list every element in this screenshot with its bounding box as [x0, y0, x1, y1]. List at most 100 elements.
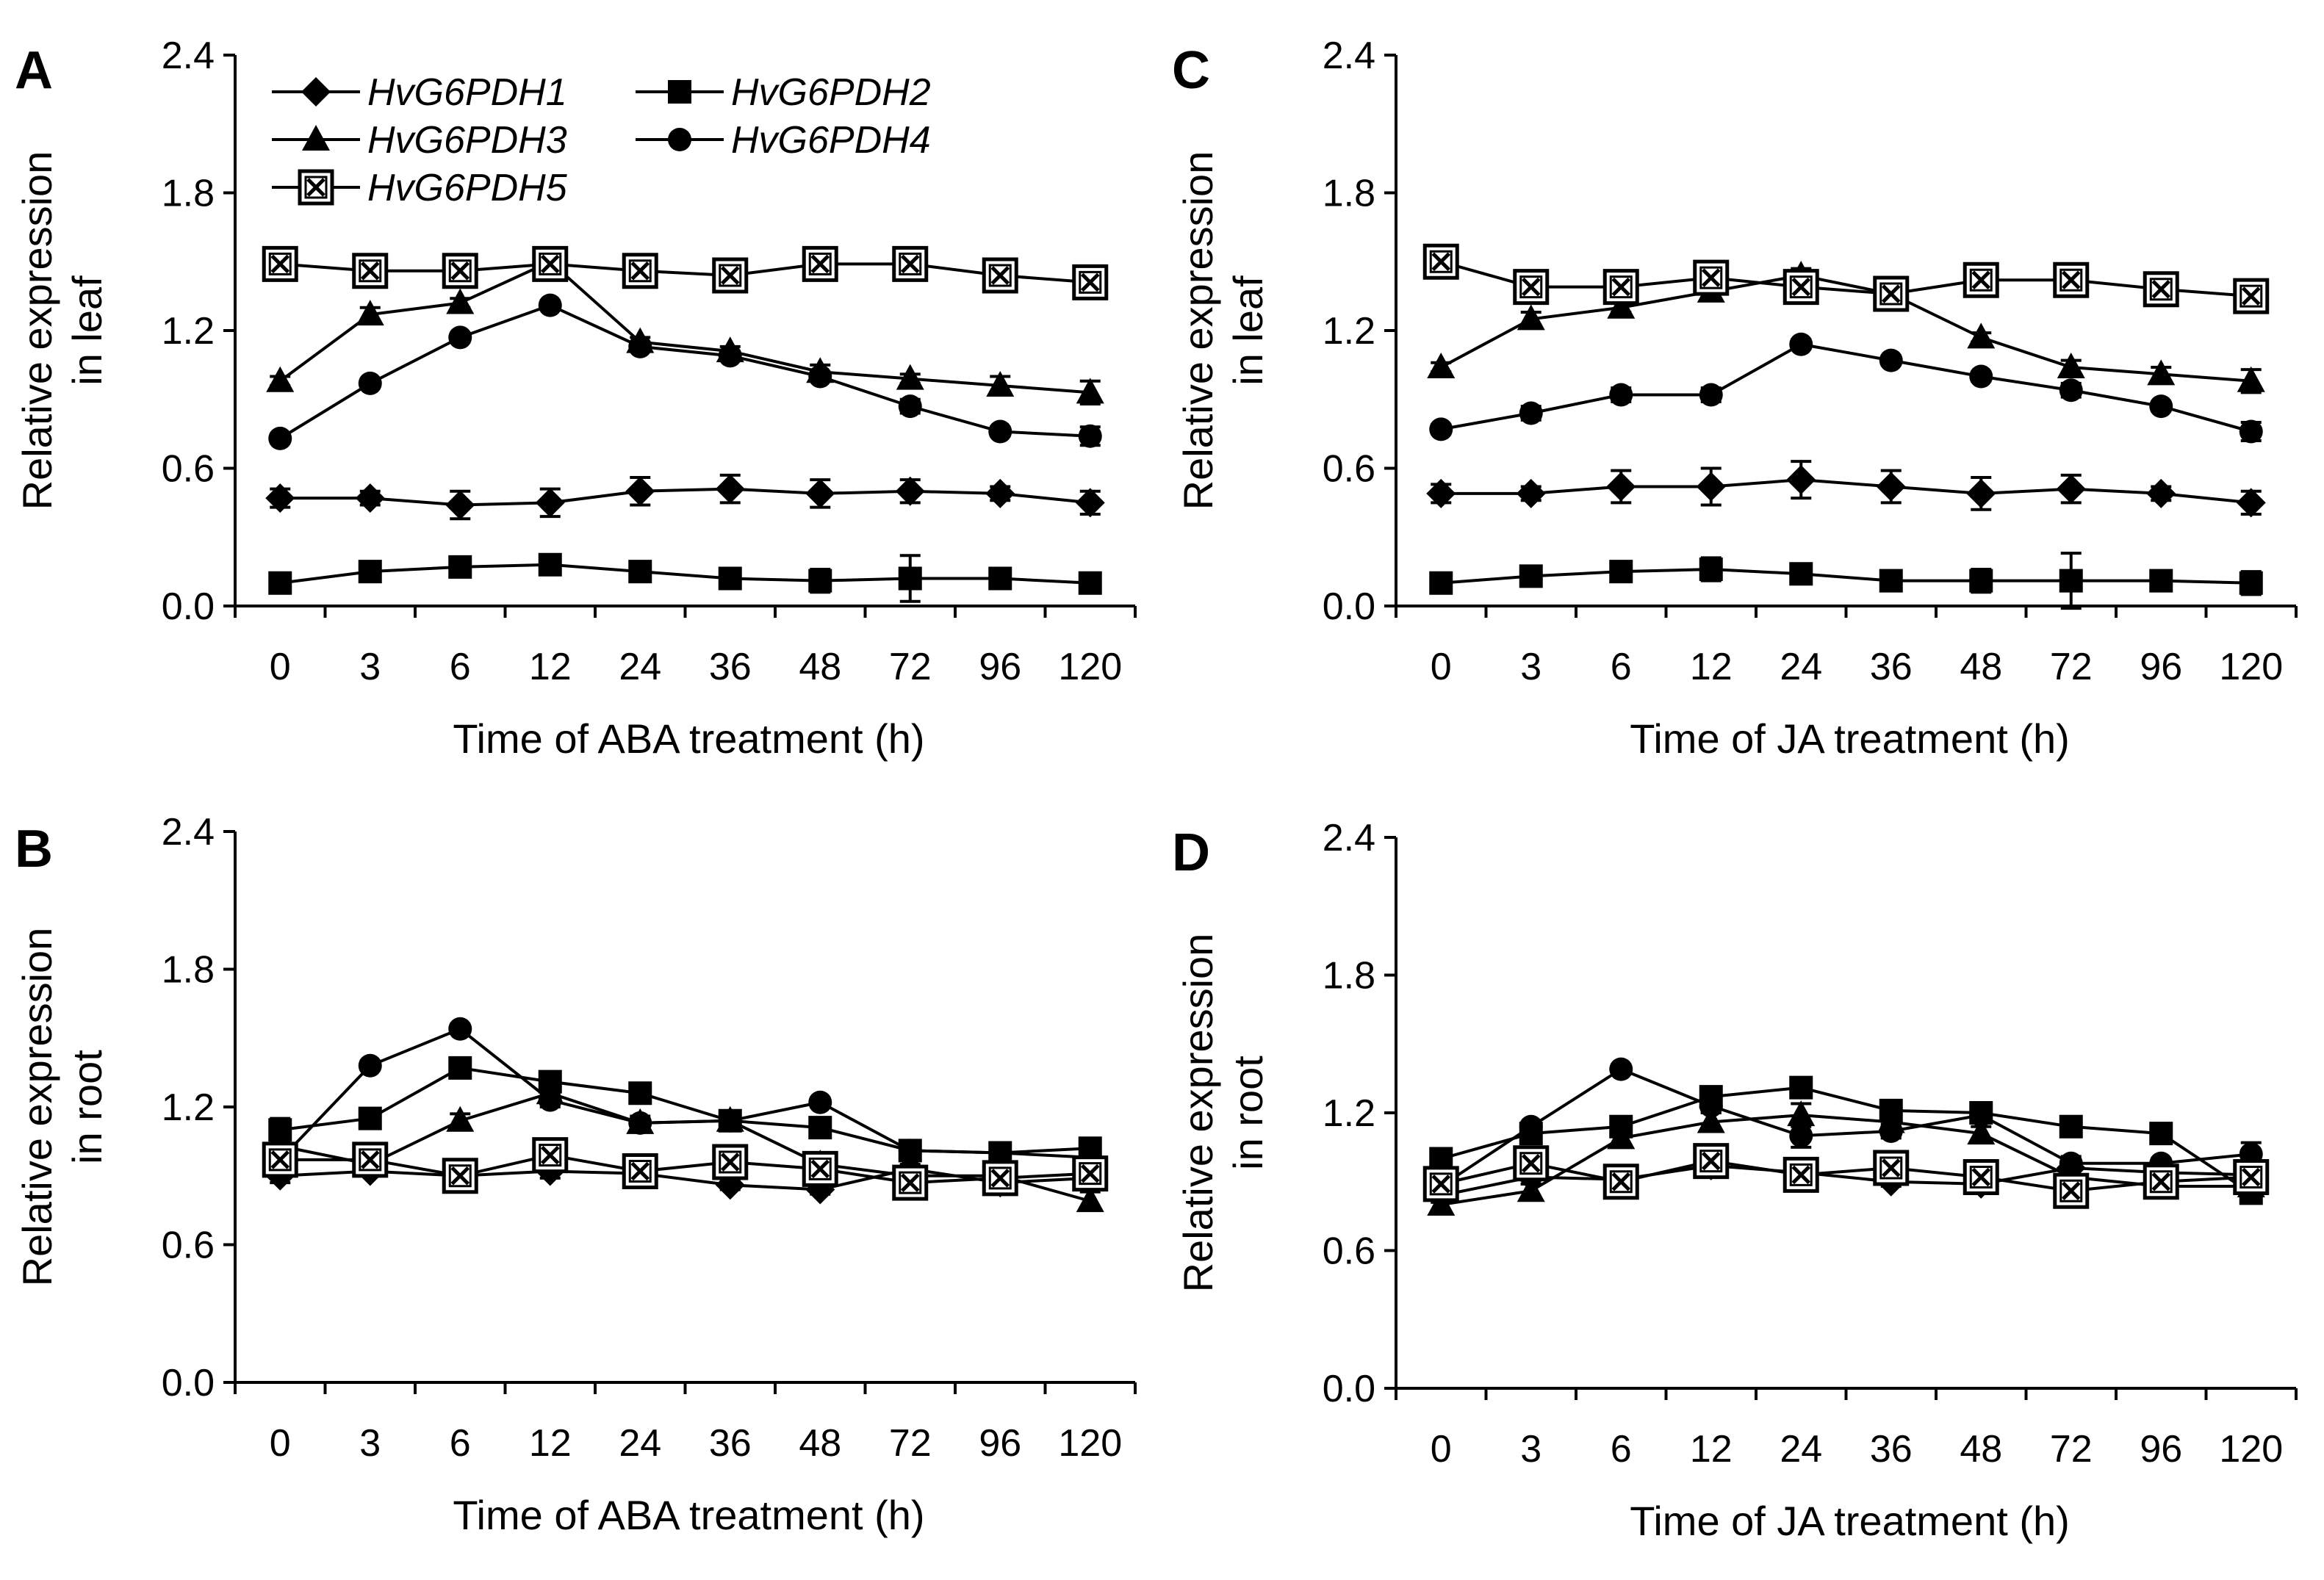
data-point — [2147, 359, 2176, 386]
y-tick-label: 2.4 — [162, 35, 215, 77]
data-point — [1789, 332, 1813, 356]
data-point — [898, 1139, 922, 1163]
legend-item: HvG6PDH5 — [272, 167, 568, 209]
data-point — [1789, 1075, 1813, 1100]
data-point — [2059, 1114, 2083, 1139]
data-point — [808, 1116, 832, 1140]
data-point — [538, 293, 562, 317]
y-axis-title-line: in leaf — [1225, 275, 1271, 386]
y-tick-label: 1.8 — [1323, 173, 1375, 215]
data-point — [532, 245, 569, 282]
data-point — [1699, 1094, 1723, 1118]
y-axis-title: Relative expressionin root — [14, 928, 110, 1287]
y-axis-title-line: in root — [1225, 1056, 1271, 1170]
data-point — [442, 253, 478, 289]
series-line — [279, 303, 1090, 440]
data-point — [538, 1088, 562, 1112]
y-axis-title-line: Relative expression — [14, 151, 60, 511]
x-tick-label: 72 — [2050, 1428, 2093, 1471]
x-tick-label: 72 — [889, 646, 932, 688]
y-tick-label: 1.8 — [162, 173, 215, 215]
series-hvg6pdh2 — [1429, 552, 2263, 610]
data-point — [358, 371, 382, 395]
x-axis-title: Time of ABA treatment (h) — [453, 715, 924, 762]
data-point — [1602, 269, 1639, 306]
data-point — [1076, 1186, 1104, 1213]
data-point — [358, 1106, 382, 1130]
x-tick-label: 36 — [1870, 1428, 1913, 1471]
data-point — [1427, 353, 1456, 378]
data-point — [1072, 264, 1109, 300]
y-tick-label: 0.0 — [162, 1362, 215, 1404]
data-point — [1967, 322, 1996, 349]
data-point — [352, 1141, 389, 1178]
data-point — [1513, 269, 1550, 306]
data-point — [1609, 1057, 1633, 1081]
data-point — [1519, 564, 1543, 588]
x-tick-label: 120 — [2219, 1428, 2283, 1471]
data-point — [628, 1081, 652, 1105]
series-line — [279, 1066, 1090, 1155]
x-tick-label: 3 — [359, 1422, 381, 1465]
data-point — [1607, 1123, 1636, 1150]
data-point — [622, 253, 658, 289]
series-line — [1440, 273, 2251, 383]
data-point — [448, 1056, 472, 1080]
y-tick-label: 0.6 — [162, 448, 215, 491]
data-point — [982, 257, 1018, 294]
panel-letter: C — [1172, 41, 1210, 100]
x-tick-label: 96 — [2140, 646, 2182, 688]
y-tick-label: 0.0 — [1323, 1368, 1375, 1410]
data-point — [1519, 1114, 1543, 1139]
y-axis-title-line: in leaf — [64, 275, 110, 386]
data-point — [2059, 569, 2083, 593]
data-point — [712, 257, 749, 294]
data-point — [2149, 1122, 2173, 1146]
data-point — [2149, 394, 2173, 419]
data-point — [1609, 383, 1633, 407]
series-hvg6pdh1 — [1426, 460, 2266, 518]
data-point — [718, 344, 742, 368]
x-tick-label: 12 — [1690, 1428, 1733, 1471]
x-tick-label: 0 — [270, 646, 291, 688]
legend-marker — [298, 169, 334, 206]
data-point — [892, 1164, 929, 1201]
data-point — [2059, 378, 2083, 403]
data-point — [358, 1053, 382, 1078]
data-point — [1429, 571, 1453, 595]
data-point — [2053, 261, 2090, 298]
y-axis-title: Relative expressionin root — [1175, 934, 1271, 1293]
series-line — [278, 1027, 1090, 1161]
y-axis-title-line: in root — [64, 1050, 110, 1164]
data-point — [2056, 474, 2086, 504]
data-point — [1072, 1155, 1109, 1192]
y-tick-label: 1.2 — [162, 1086, 215, 1129]
data-point — [448, 325, 472, 350]
data-point — [628, 560, 652, 584]
data-point — [352, 253, 389, 289]
y-tick-label: 0.0 — [1323, 585, 1375, 628]
legend-label: HvG6PDH3 — [367, 119, 567, 162]
data-point — [1969, 1103, 1993, 1128]
x-tick-label: 120 — [1058, 1422, 1122, 1465]
series-hvg6pdh2 — [268, 552, 1102, 603]
data-point — [262, 245, 298, 282]
x-axis-title: Time of ABA treatment (h) — [453, 1492, 924, 1538]
x-tick-label: 0 — [1431, 646, 1452, 688]
data-point — [1782, 1156, 1819, 1193]
data-point — [1789, 562, 1813, 586]
x-tick-label: 0 — [270, 1422, 291, 1465]
series-hvg6pdh3 — [266, 1078, 1104, 1213]
x-tick-label: 6 — [450, 1422, 471, 1465]
data-point — [1969, 364, 1993, 389]
legend-item: HvG6PDH2 — [636, 71, 931, 114]
data-point — [446, 1105, 475, 1132]
data-point — [1517, 304, 1545, 331]
data-point — [448, 1017, 472, 1041]
data-point — [1873, 275, 1910, 312]
y-tick-label: 2.4 — [1323, 817, 1375, 859]
data-point — [1966, 478, 1996, 508]
